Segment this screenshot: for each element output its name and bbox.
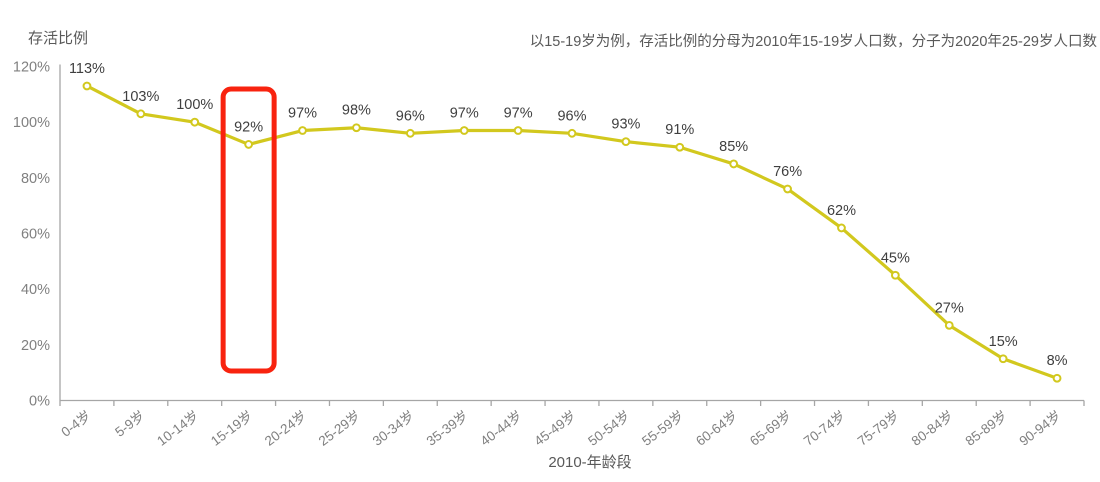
data-label: 15%	[989, 334, 1018, 350]
x-axis-title: 2010-年龄段	[548, 454, 632, 471]
data-label: 93%	[611, 117, 640, 133]
x-category-label: 65-69岁	[747, 408, 794, 449]
data-label: 92%	[234, 119, 263, 135]
x-category-label: 85-89岁	[963, 408, 1010, 449]
data-label: 103%	[122, 89, 159, 105]
data-point-marker[interactable]	[675, 142, 685, 152]
data-point-marker[interactable]	[190, 117, 200, 127]
x-category-label: 15-19岁	[208, 408, 255, 449]
y-tick-label: 60%	[21, 227, 50, 243]
data-point-marker[interactable]	[621, 137, 631, 147]
y-tick-label: 40%	[21, 282, 50, 298]
x-category-label: 80-84岁	[909, 408, 956, 449]
highlight-rect	[220, 86, 277, 374]
x-category-label: 75-79岁	[855, 408, 902, 449]
data-label: 62%	[827, 203, 856, 219]
x-category-label: 5-9岁	[112, 408, 147, 440]
x-category-label: 25-29岁	[316, 408, 363, 449]
data-point-marker[interactable]	[244, 140, 254, 149]
x-category-label: 35-39岁	[424, 408, 471, 449]
data-point-marker[interactable]	[513, 126, 523, 135]
data-point-marker[interactable]	[352, 123, 361, 133]
y-tick-label: 20%	[21, 338, 50, 354]
data-point-marker[interactable]	[783, 184, 792, 194]
chart-note: 以15-19岁为例，存活比例的分母为2010年15-19岁人口数，分子为2020…	[529, 34, 1097, 50]
x-category-label: 30-34岁	[370, 408, 417, 449]
data-point-marker[interactable]	[405, 128, 415, 138]
y-tick-label: 0%	[29, 394, 50, 410]
data-label: 96%	[396, 108, 425, 124]
data-label: 97%	[288, 106, 317, 122]
data-point-marker[interactable]	[729, 159, 739, 169]
y-axis-title: 存活比例	[28, 30, 89, 47]
y-tick-label: 80%	[21, 171, 50, 187]
data-label: 98%	[342, 103, 371, 119]
x-category-label: 90-94岁	[1016, 408, 1063, 449]
data-label: 96%	[557, 108, 586, 124]
data-point-marker[interactable]	[944, 320, 954, 330]
y-tick-label: 120%	[13, 60, 50, 76]
x-category-label: 0-4岁	[58, 408, 93, 440]
y-tick-label: 100%	[13, 115, 50, 131]
data-point-marker[interactable]	[567, 128, 577, 138]
data-label: 113%	[69, 61, 105, 77]
x-category-label: 50-54岁	[585, 408, 632, 449]
x-category-label: 55-59岁	[639, 408, 686, 449]
data-label: 97%	[504, 106, 533, 122]
data-point-marker[interactable]	[82, 81, 92, 91]
x-category-label: 45-49岁	[531, 408, 578, 449]
data-label: 91%	[665, 122, 694, 138]
data-label: 8%	[1047, 353, 1068, 369]
data-point-marker[interactable]	[298, 126, 307, 135]
data-label: 76%	[773, 164, 802, 180]
x-category-label: 20-24岁	[262, 408, 309, 449]
data-label: 97%	[450, 106, 479, 122]
data-label: 100%	[176, 97, 213, 113]
x-category-label: 60-64岁	[693, 408, 740, 449]
x-category-label: 40-44岁	[478, 408, 525, 449]
data-label: 85%	[719, 139, 748, 155]
data-point-marker[interactable]	[459, 126, 469, 135]
data-point-marker[interactable]	[837, 223, 846, 233]
data-point-marker[interactable]	[890, 270, 900, 280]
x-category-label: 70-74岁	[801, 408, 848, 449]
data-label: 45%	[881, 250, 910, 266]
x-category-label: 10-14岁	[154, 408, 201, 449]
data-point-marker[interactable]	[998, 354, 1008, 364]
data-point-marker[interactable]	[1052, 373, 1062, 383]
data-label: 27%	[935, 300, 964, 316]
data-point-marker[interactable]	[136, 109, 146, 119]
